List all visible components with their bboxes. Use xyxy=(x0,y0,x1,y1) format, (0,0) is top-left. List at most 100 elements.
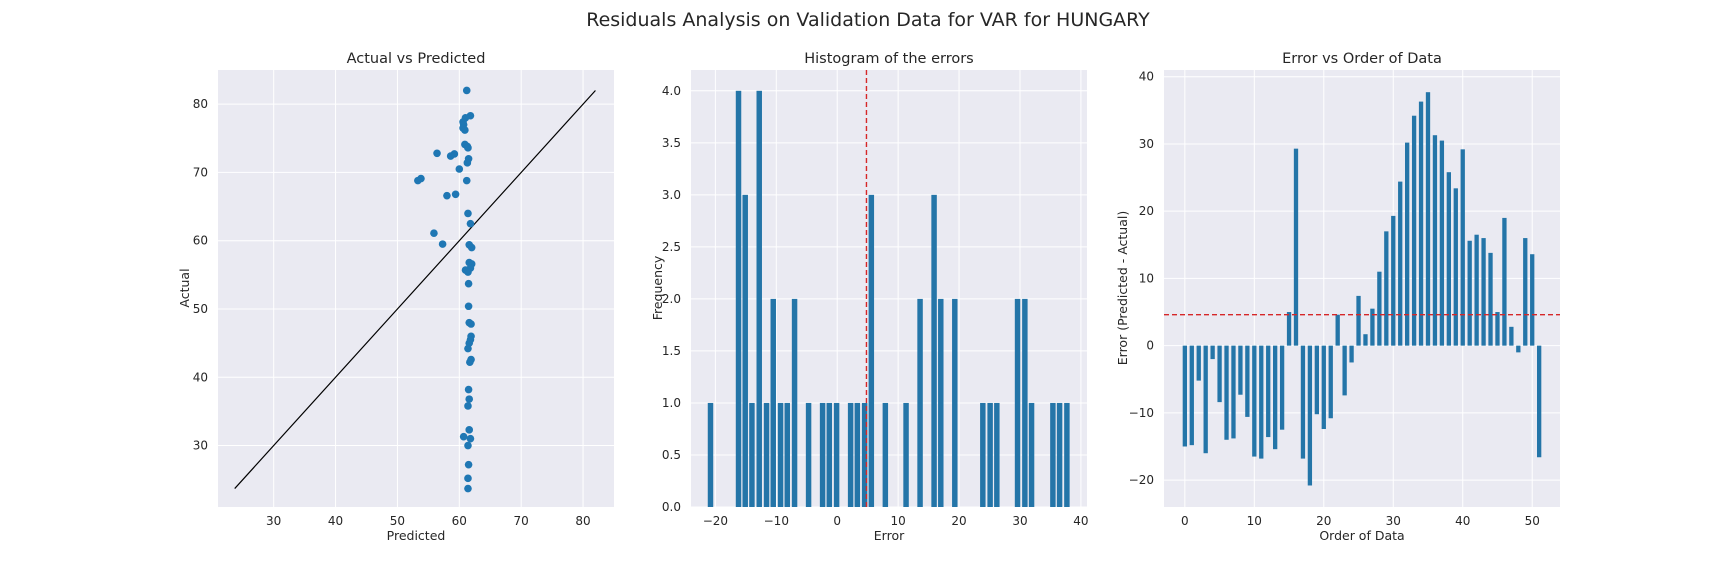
scatter-point xyxy=(464,474,472,483)
scatter-point xyxy=(464,385,473,394)
histogram-bar xyxy=(1056,402,1063,507)
y-tick-label: −20 xyxy=(1129,473,1154,487)
error-bar xyxy=(1252,345,1257,457)
figure-title: Residuals Analysis on Validation Data fo… xyxy=(586,9,1150,31)
error-bar xyxy=(1391,215,1396,346)
y-tick-label: 1.0 xyxy=(662,396,681,410)
histogram-bar xyxy=(784,402,790,507)
histogram-bar xyxy=(980,402,986,507)
error-bar xyxy=(1314,345,1319,415)
error-bar xyxy=(1481,238,1486,346)
scatter-point xyxy=(464,344,472,353)
error-bar xyxy=(1495,312,1500,346)
histogram-bar xyxy=(868,194,875,507)
histogram-bar xyxy=(777,402,784,507)
y-tick-label: −10 xyxy=(1129,406,1154,420)
scatter-point xyxy=(438,240,447,248)
y-tick-label: 0.0 xyxy=(662,500,681,514)
scatter-point xyxy=(414,176,422,185)
x-tick-label: 40 xyxy=(328,514,343,528)
error-bar xyxy=(1273,345,1278,450)
y-tick-labels: 0.0 0.5 1.0 1.5 2.0 2.5 3.0 3.5 4.0 xyxy=(662,84,681,514)
x-axis-label: Order of Data xyxy=(1319,528,1404,543)
scatter-points xyxy=(414,86,476,493)
error-bar xyxy=(1210,345,1215,360)
error-bar xyxy=(1432,135,1438,346)
histogram-bar xyxy=(1014,298,1021,507)
histogram-bar xyxy=(749,402,755,507)
scatter-point xyxy=(446,152,455,160)
error-bar xyxy=(1411,115,1417,346)
x-tick-label: 50 xyxy=(390,514,405,528)
error-bar xyxy=(1523,238,1528,346)
histogram-bar xyxy=(1050,402,1056,507)
x-tick-label: 80 xyxy=(575,514,590,528)
scatter-point xyxy=(462,176,471,185)
scatter-point xyxy=(463,159,472,167)
y-tick-label: 3.0 xyxy=(662,188,681,202)
y-tick-label: 1.5 xyxy=(662,344,681,358)
scatter-point xyxy=(466,434,475,443)
error-bar xyxy=(1266,345,1271,438)
panel-title: Actual vs Predicted xyxy=(347,51,486,67)
scatter-point xyxy=(462,86,471,95)
error-bar xyxy=(1439,140,1445,346)
histogram-bars xyxy=(707,90,1070,508)
scatter-point xyxy=(464,302,473,311)
y-tick-label: 60 xyxy=(193,234,208,248)
error-bar xyxy=(1446,172,1451,346)
error-bar xyxy=(1370,308,1375,346)
error-bar xyxy=(1182,345,1187,447)
histogram-bar xyxy=(1022,298,1028,507)
scatter-point xyxy=(466,219,475,228)
y-tick-label: 40 xyxy=(1139,70,1154,84)
y-tick-label: 70 xyxy=(193,165,208,179)
histogram-bar xyxy=(805,402,812,507)
error-bar xyxy=(1307,345,1313,486)
scatter-point xyxy=(464,441,472,450)
scatter-point xyxy=(455,165,464,173)
error-bar xyxy=(1300,345,1306,459)
error-bar xyxy=(1259,345,1264,459)
x-tick-label: 20 xyxy=(951,514,966,528)
error-bar xyxy=(1516,345,1521,353)
histogram-bar xyxy=(1028,402,1035,507)
x-tick-labels: 0 10 20 30 40 50 xyxy=(1181,514,1540,528)
histogram-bar xyxy=(952,298,958,507)
error-bar xyxy=(1502,217,1507,346)
y-axis-label: Error (Predicted - Actual) xyxy=(1115,211,1130,366)
y-tick-label: 40 xyxy=(193,370,208,384)
error-bar xyxy=(1453,188,1458,346)
scatter-point xyxy=(451,190,460,199)
y-tick-label: 0 xyxy=(1146,339,1154,353)
y-tick-label: 3.5 xyxy=(662,136,681,150)
x-axis-label: Predicted xyxy=(387,528,446,543)
histogram-bar xyxy=(707,402,714,507)
error-bar xyxy=(1398,181,1403,346)
histogram-bar xyxy=(938,298,944,507)
scatter-point xyxy=(467,243,476,252)
histogram-bar xyxy=(882,402,889,507)
x-tick-labels: −20 −10 0 10 20 30 40 xyxy=(703,514,1089,528)
histogram-bar xyxy=(742,194,748,507)
error-bar xyxy=(1286,312,1292,346)
error-bar xyxy=(1356,295,1361,346)
error-bar xyxy=(1377,271,1382,346)
error-bars xyxy=(1182,92,1542,486)
error-bar xyxy=(1189,345,1194,446)
identity-line xyxy=(234,90,596,489)
x-tick-label: 60 xyxy=(452,514,467,528)
scatter-point xyxy=(467,320,475,328)
histogram-bar xyxy=(826,402,833,507)
y-tick-label: 0.5 xyxy=(662,448,681,462)
histogram-bar xyxy=(735,90,742,508)
y-tick-label: 50 xyxy=(193,302,208,316)
y-tick-label: 30 xyxy=(193,439,208,453)
grid-lines xyxy=(218,70,614,507)
x-tick-label: 10 xyxy=(1247,514,1262,528)
scatter-point xyxy=(459,432,468,441)
error-bar xyxy=(1293,148,1299,346)
y-tick-label: 4.0 xyxy=(662,84,681,98)
plot-area xyxy=(1164,70,1560,507)
